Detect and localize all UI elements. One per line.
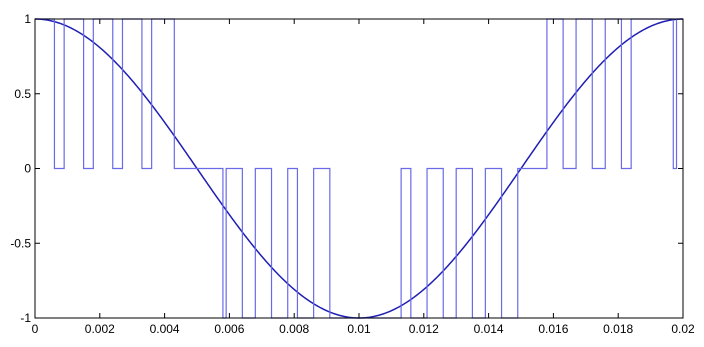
y-tick-label: -1 [20, 311, 31, 325]
x-tick-label: 0.006 [214, 322, 244, 336]
x-tick-label: 0.01 [347, 322, 371, 336]
x-tick-label: 0.002 [85, 322, 115, 336]
x-tick-label: 0.008 [279, 322, 309, 336]
x-tick-label: 0.012 [409, 322, 439, 336]
x-tick-label: 0.018 [603, 322, 633, 336]
y-tick-label: 0 [24, 162, 31, 176]
y-tick-label: 0.5 [14, 87, 31, 101]
x-tick-label: 0.016 [538, 322, 568, 336]
x-axis: 0 0.002 0.004 0.006 0.008 0.01 0.012 0.014 0.016… [32, 19, 695, 336]
x-tick-label: 0 [32, 322, 39, 336]
y-tick-label: 1 [24, 12, 31, 26]
plot-area [35, 19, 683, 318]
y-axis: 1 0.5 0 -0.5 -1 [10, 12, 683, 325]
x-tick-label: 0.02 [671, 322, 695, 336]
x-tick-label: 0.004 [150, 322, 180, 336]
y-tick-label: -0.5 [10, 236, 31, 250]
x-tick-label: 0.014 [474, 322, 504, 336]
